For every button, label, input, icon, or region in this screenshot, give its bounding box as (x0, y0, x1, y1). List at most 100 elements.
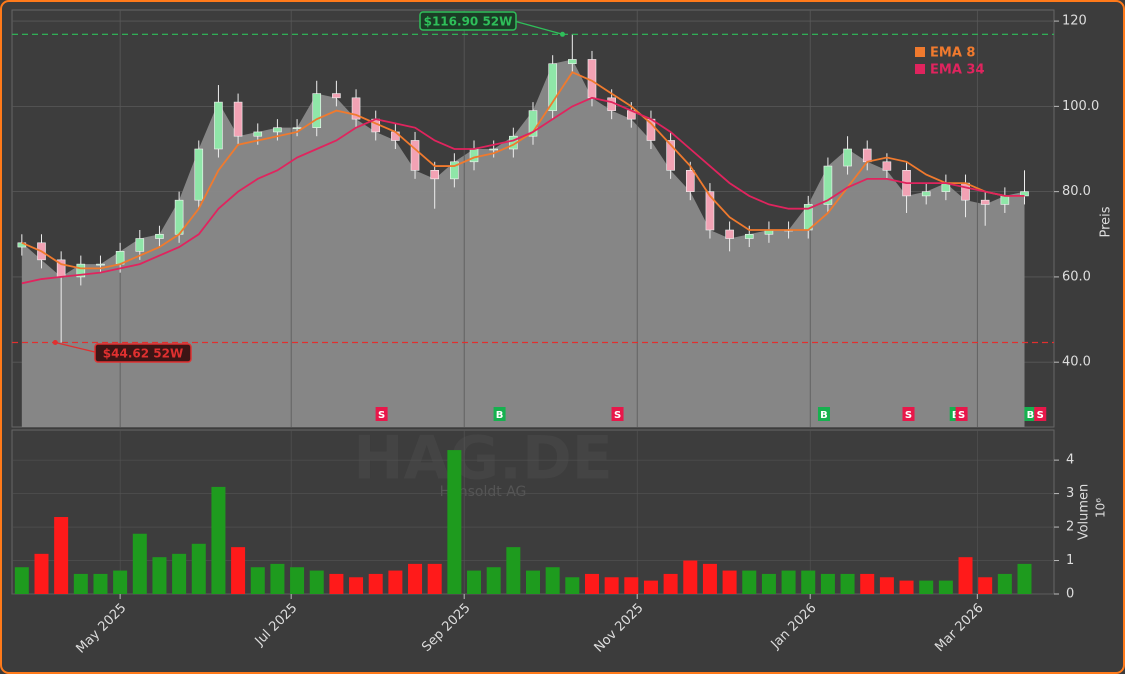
volume-bar (565, 577, 580, 594)
y-tick-label: 40.0 (1062, 355, 1091, 370)
candle-body (961, 182, 970, 201)
candle-body (568, 59, 577, 65)
y-tick-label: 80.0 (1062, 184, 1091, 199)
candle-body (469, 148, 479, 163)
signal-marker (902, 407, 915, 421)
candle-body (705, 191, 715, 231)
volume-bar (938, 580, 953, 594)
volume-bar (860, 573, 875, 594)
signal-marker (955, 407, 968, 421)
signal-label: B (1027, 410, 1035, 421)
y-axis-title: Volumen (1077, 484, 1092, 541)
volume-bar (34, 553, 49, 594)
signal-marker (493, 407, 506, 421)
signal-marker (611, 407, 624, 421)
volume-bar (545, 567, 560, 594)
candle-body (980, 199, 990, 205)
signal-label: S (1037, 410, 1044, 421)
candle-body (921, 191, 931, 197)
candle-body (450, 161, 459, 180)
candle-body (430, 170, 439, 180)
volume-bar (604, 577, 619, 594)
annotation-arrow (55, 341, 100, 354)
volume-bar (643, 580, 658, 594)
y-axis-title: Preis (1099, 206, 1114, 237)
candle-body (548, 63, 557, 111)
volume-bar (584, 573, 599, 594)
signal-marker (375, 407, 388, 421)
candle-body (410, 140, 420, 171)
volume-bar (958, 557, 973, 594)
candle-body (725, 229, 734, 239)
y-tick-label: 2 (1066, 520, 1074, 535)
volume-bar (919, 580, 934, 594)
annotation-label: $44.62 52W (103, 347, 183, 361)
volume-bar (132, 533, 147, 594)
annotation-point (52, 339, 58, 345)
y-tick-label: 4 (1066, 453, 1074, 468)
volume-bar (231, 547, 246, 594)
volume-bar (486, 567, 501, 594)
volume-bar (1017, 563, 1032, 594)
candle-body (882, 161, 892, 171)
volume-bar (14, 567, 29, 594)
volume-bar (309, 570, 324, 594)
candle-body (744, 233, 754, 239)
volume-bar (73, 573, 88, 594)
y-tick-label: 60.0 (1062, 269, 1091, 284)
ema-line (21, 71, 1025, 270)
volume-bar (211, 486, 226, 594)
volume-bar (270, 563, 285, 594)
signal-label: S (958, 410, 965, 421)
legend-label: EMA 34 (930, 63, 985, 78)
y-axis-scale: 10⁶ (1094, 498, 1108, 518)
volume-bar (427, 563, 442, 594)
volume-bar (899, 580, 914, 594)
y-tick-label: 120 (1062, 14, 1087, 29)
volume-bar (368, 573, 383, 594)
candle-body (351, 97, 361, 120)
volume-bar (722, 570, 737, 594)
volume-bar (840, 573, 855, 594)
volume-bar (93, 573, 108, 594)
candle-body (528, 110, 538, 137)
symbol-watermark: HAG.DE (353, 424, 612, 494)
signal-label: S (378, 410, 385, 421)
volume-bar (329, 573, 344, 594)
candle-body (862, 148, 872, 163)
volume-bar (761, 573, 776, 594)
volume-bar (781, 570, 796, 594)
volume-bar (290, 567, 305, 594)
candle-body (823, 165, 833, 205)
candle-body (194, 148, 204, 201)
volume-bar (820, 573, 835, 594)
annotation-box (419, 11, 517, 31)
price-area (21, 59, 1025, 428)
candle-body (489, 148, 498, 151)
legend-swatch (915, 64, 925, 74)
candle-body (96, 263, 105, 266)
annotation-point (559, 31, 565, 37)
y-tick-label: 0 (1066, 587, 1074, 602)
volume-bar (997, 573, 1012, 594)
signal-label: S (905, 410, 912, 421)
volume-bar (506, 547, 521, 594)
volume-bar (683, 560, 698, 594)
annotation-label: $116.90 52W (424, 15, 513, 29)
volume-bar (349, 577, 364, 594)
volume-bar (702, 563, 717, 594)
volume-bar (742, 570, 757, 594)
legend-label: EMA 8 (930, 46, 975, 61)
ema-line (21, 96, 1025, 285)
volume-bar (152, 557, 167, 594)
volume-bar (408, 563, 423, 594)
signal-marker (1024, 407, 1037, 421)
signal-label: B (496, 410, 504, 421)
candle-body (843, 148, 852, 167)
candle-body (312, 93, 322, 128)
volume-bar (250, 567, 265, 594)
y-tick-label: 1 (1066, 553, 1074, 568)
volume-bar (624, 577, 639, 594)
candle-body (292, 127, 302, 129)
